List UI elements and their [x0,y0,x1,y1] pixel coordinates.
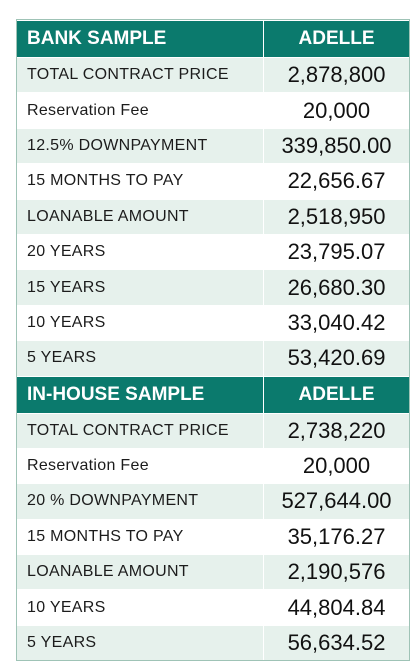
table-row: 15 MONTHS TO PAY 35,176.27 [17,518,409,555]
row-value: 56,634.52 [287,630,386,656]
inhouse-sample-model: ADELLE [298,383,375,405]
table-row: Reservation Fee 20,000 [17,92,409,128]
row-label: 5 YEARS [17,625,264,661]
row-value: 35,176.27 [287,523,386,549]
table-row: 10 YEARS 44,804.84 [17,589,409,625]
row-value: 2,518,950 [287,203,386,229]
table-row: 10 YEARS 33,040.42 [17,304,409,341]
row-label: 10 YEARS [17,590,264,625]
row-value: 26,680.30 [287,274,386,300]
row-label: 10 YEARS [17,305,264,341]
row-value: 44,804.84 [287,594,386,620]
table-row: 20 % DOWNPAYMENT 527,644.00 [17,483,409,519]
row-label: TOTAL CONTRACT PRICE [17,413,264,448]
row-label: 20 YEARS [17,234,264,270]
row-value: 527,644.00 [281,488,392,514]
bank-sample-title: BANK SAMPLE [17,21,264,57]
row-label: Reservation Fee [17,93,264,128]
table-row: 20 YEARS 23,795.07 [17,233,409,270]
inhouse-sample-title: IN-HOUSE SAMPLE [17,376,264,413]
row-label: 5 YEARS [17,341,264,376]
table-row: 5 YEARS 56,634.52 [17,624,409,661]
row-label: LOANABLE AMOUNT [17,199,264,234]
row-label: 15 MONTHS TO PAY [17,519,264,555]
row-value: 20,000 [302,453,371,479]
table-row: 15 YEARS 26,680.30 [17,269,409,305]
table-row: Reservation Fee 20,000 [17,447,409,484]
row-value: 20,000 [302,97,371,123]
table-row: 5 YEARS 53,420.69 [17,340,409,376]
row-value: 2,738,220 [287,417,386,443]
row-value: 2,878,800 [287,62,386,88]
bank-sample-model: ADELLE [298,28,375,49]
row-label: 15 MONTHS TO PAY [17,164,264,199]
row-value: 2,190,576 [287,559,386,585]
row-label: Reservation Fee [17,448,264,484]
bank-sample-header: BANK SAMPLE ADELLE [17,20,409,57]
row-label: LOANABLE AMOUNT [17,555,264,590]
inhouse-sample-header: IN-HOUSE SAMPLE ADELLE [17,375,409,413]
price-table: BANK SAMPLE ADELLE TOTAL CONTRACT PRICE … [16,19,410,662]
table-row: TOTAL CONTRACT PRICE 2,878,800 [17,57,409,93]
row-value: 23,795.07 [287,239,386,265]
row-value: 22,656.67 [287,168,386,194]
row-label: 12.5% DOWNPAYMENT [17,128,264,164]
table-row: LOANABLE AMOUNT 2,518,950 [17,198,409,234]
table-row: TOTAL CONTRACT PRICE 2,738,220 [17,412,409,448]
row-value: 33,040.42 [287,309,386,335]
table-row: 12.5% DOWNPAYMENT 339,850.00 [17,127,409,164]
row-label: TOTAL CONTRACT PRICE [17,58,264,93]
table-row: 15 MONTHS TO PAY 22,656.67 [17,163,409,199]
row-value: 53,420.69 [287,345,386,371]
row-label: 20 % DOWNPAYMENT [17,484,264,519]
table-row: LOANABLE AMOUNT 2,190,576 [17,554,409,590]
row-value: 339,850.00 [281,132,392,158]
row-label: 15 YEARS [17,270,264,305]
